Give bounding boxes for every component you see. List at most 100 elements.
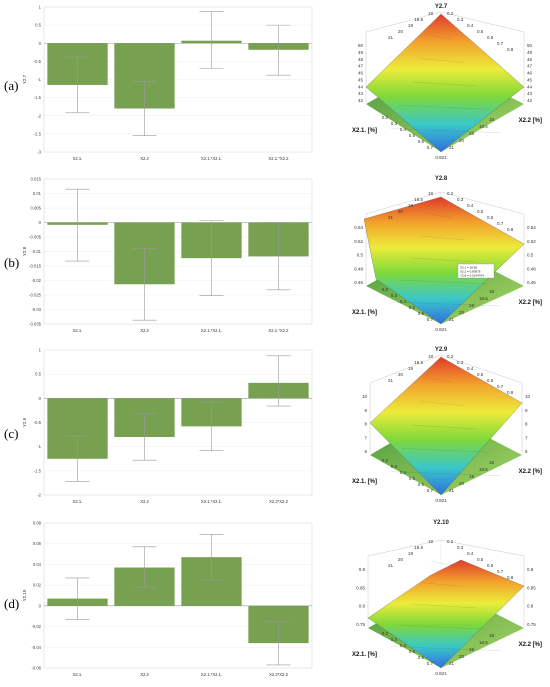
- contour-line: [430, 378, 454, 383]
- back-left-tick: 20: [398, 209, 404, 214]
- y-tick-label: -2.5: [34, 131, 42, 136]
- z-tick-left: 0.75: [356, 622, 365, 627]
- back-right-tick: 0.3: [457, 545, 464, 550]
- y-tick-label: -0.02: [31, 278, 41, 283]
- back-left-tick: 20: [398, 372, 404, 377]
- y-tick: 19: [469, 131, 475, 136]
- bar-chart-d: 0.08 0.06 0.04 0.02 0 -0.02 -0.04 -0.06 Y2.10 X2.…: [22, 521, 313, 677]
- contour-line: [430, 35, 454, 40]
- z-tick-left: 0.54: [354, 225, 363, 230]
- back-left-tick: 19: [408, 203, 414, 208]
- response-surface: [369, 356, 523, 496]
- y-tick: 20: [459, 481, 465, 486]
- z-tick-right: 45: [527, 77, 533, 82]
- y-tick-label: -0.035: [29, 322, 42, 327]
- x-tick: 0.3: [391, 637, 398, 642]
- back-right-tick: 0.3: [457, 17, 464, 22]
- y-tick: 18: [489, 289, 495, 294]
- x-tick-label: X2.2: [140, 328, 149, 333]
- x-tick: 0.5: [409, 305, 416, 310]
- x-axis-label: X2.1. [%]: [352, 652, 377, 658]
- z-tick-left: 43: [358, 91, 364, 96]
- y-tick-label: -2: [37, 493, 41, 498]
- x-tick: 0.4: [400, 470, 407, 475]
- z-tick-right: 47: [527, 64, 533, 69]
- contour-line: [400, 105, 490, 110]
- back-right-tick: 0.2: [447, 354, 454, 359]
- x-tick: 0.2: [382, 115, 389, 120]
- z-tick-right: 44: [527, 84, 533, 89]
- back-left-tick: 18: [428, 354, 434, 359]
- contour-line: [420, 58, 466, 63]
- contour-line: [430, 213, 454, 219]
- x-tick: 0.7: [427, 317, 434, 322]
- x-tick: 0.7: [427, 145, 434, 150]
- z-tick-left: 0.52: [354, 239, 363, 244]
- back-left-tick: 18.5: [414, 545, 423, 550]
- y-tick: 18: [489, 117, 495, 122]
- z-tick-right: 0.52: [527, 239, 536, 244]
- back-left-tick: 21: [388, 563, 394, 568]
- contour-line: [400, 625, 490, 630]
- x-tick: 0.6: [418, 311, 425, 316]
- x-tick-label: X2.1.*X2.1.: [201, 156, 222, 161]
- x-tick-label: X2.1.*X2.1.: [201, 672, 222, 677]
- z-tick-left: 44: [358, 84, 364, 89]
- y-tick-label: -1: [37, 77, 41, 82]
- z-tick-left: 7: [364, 435, 367, 440]
- panel-label-b: (b): [4, 255, 20, 270]
- x-tick-label: X2.1.*X2.2: [268, 328, 289, 333]
- bottom-corner-label: 0.821: [435, 498, 447, 503]
- back-right-tick: 0.4: [467, 23, 474, 28]
- y-tick-label: 0.08: [33, 521, 42, 526]
- surface-title: Y2.8: [435, 176, 448, 182]
- back-left-tick: 19: [408, 551, 414, 556]
- x-tick-label: X2.2: [140, 672, 149, 677]
- back-right-tick: 0.2: [447, 191, 454, 196]
- bottom-corner-label: 0.821: [435, 327, 447, 332]
- y-axis-label: X2.2 [%]: [519, 642, 542, 648]
- surface-plot-b: Y2.81818.51920210.20.30.40.50.60.70.80.5…: [352, 176, 542, 332]
- y-tick-label: 0.01: [33, 191, 42, 196]
- back-right-tick: 0.5: [477, 29, 484, 34]
- x-tick: 0.7: [427, 488, 434, 493]
- x-axis-label: X2.1. [%]: [352, 479, 377, 485]
- x-tick-label: X2.1.: [73, 328, 83, 333]
- y-tick-label: -1.5: [34, 95, 42, 100]
- y-tick-label: 0.005: [31, 206, 42, 211]
- y-tick-label: -0.5: [34, 59, 42, 64]
- y-tick-label: -0.02: [31, 624, 41, 629]
- y-tick: 21: [449, 317, 455, 322]
- y-tick-label: 0.02: [33, 583, 42, 588]
- z-tick-right: 7: [525, 435, 528, 440]
- z-tick-right: 0.75: [527, 622, 536, 627]
- y-axis-label: Y2.7: [22, 74, 27, 84]
- x-tick: 0.2: [382, 458, 389, 463]
- z-tick-right: 42: [527, 98, 533, 103]
- x-tick: 0.5: [409, 476, 416, 481]
- contour-line: [430, 561, 454, 566]
- y-tick-label: -0.06: [31, 666, 41, 671]
- surface-title: Y2.9: [435, 347, 448, 353]
- response-surface: [363, 196, 525, 325]
- x-tick-label: X2.1.: [73, 156, 83, 161]
- y-tick: 21: [449, 661, 455, 666]
- contour-line: [410, 603, 478, 609]
- y-tick-label: -0.04: [31, 645, 41, 650]
- y-tick-label: -0.025: [29, 293, 42, 298]
- z-tick-right: 49: [527, 50, 533, 55]
- back-left-tick: 18.5: [414, 360, 423, 365]
- y-tick-label: 1: [39, 5, 42, 10]
- back-right-tick: 0.7: [497, 221, 504, 226]
- x-tick: 0.4: [400, 127, 407, 132]
- x-axis-label: X2.1. [%]: [352, 310, 377, 316]
- x-tick-label: X2.1.*X2.1.: [201, 499, 222, 504]
- z-tick-left: 9: [364, 408, 367, 413]
- y-tick: 20: [459, 138, 465, 143]
- z-tick-left: 45: [358, 77, 364, 82]
- x-tick: 0.6: [418, 482, 425, 487]
- x-tick: 0.3: [391, 293, 398, 298]
- back-right-tick: 0.4: [467, 366, 474, 371]
